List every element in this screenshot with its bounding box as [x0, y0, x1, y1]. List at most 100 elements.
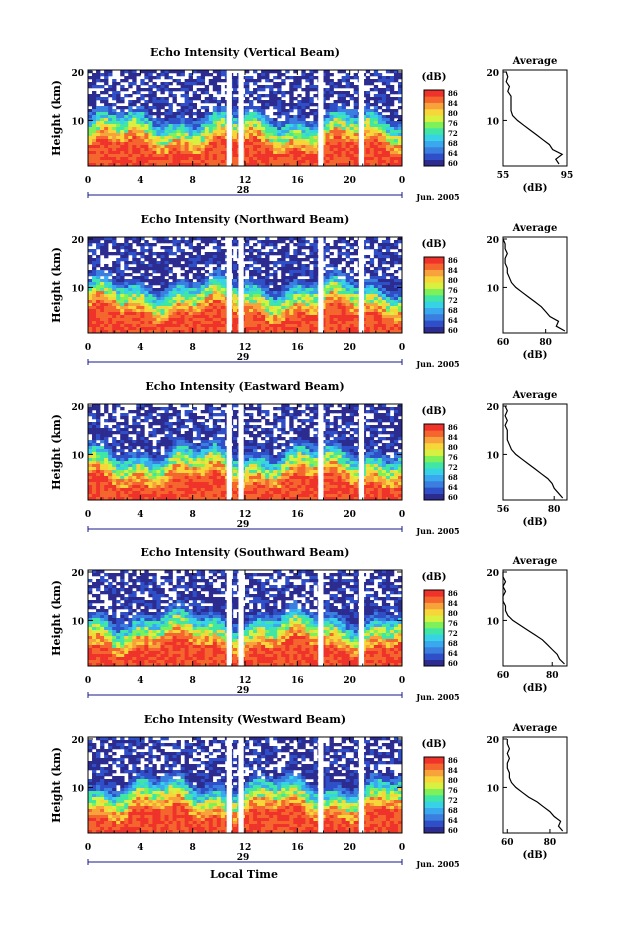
heatmap-cell — [144, 410, 149, 414]
heatmap-cell — [385, 431, 391, 435]
heatmap-cell — [208, 160, 214, 164]
heatmap-cell — [152, 163, 157, 167]
heatmap-cell — [389, 91, 395, 95]
heatmap-cell — [192, 97, 197, 101]
heatmap-cell — [144, 297, 149, 301]
heatmap-cell — [124, 145, 129, 149]
heatmap-cell — [96, 410, 101, 414]
heatmap-cell — [281, 428, 286, 432]
heatmap-cell — [313, 258, 318, 262]
heatmap-cell — [373, 85, 379, 89]
heatmap-cell — [104, 276, 109, 280]
heatmap-cell — [265, 85, 270, 89]
heatmap-cell — [281, 327, 286, 331]
heatmap-cell — [88, 136, 93, 140]
heatmap-cell — [285, 157, 290, 161]
heatmap-cell — [136, 148, 141, 152]
heatmap-cell — [249, 94, 254, 98]
heatmap-cell — [341, 237, 346, 241]
heatmap-cell — [152, 327, 157, 331]
heatmap-cell — [309, 246, 314, 250]
heatmap-cell — [196, 306, 202, 310]
heatmap-cell — [216, 267, 222, 271]
heatmap-cell — [305, 303, 310, 307]
heatmap-cell — [100, 100, 105, 104]
heatmap-cell — [309, 163, 314, 167]
heatmap-cell — [124, 422, 129, 426]
heatmap-cell — [216, 85, 222, 89]
heatmap-cell — [325, 327, 330, 331]
heatmap-cell — [249, 273, 254, 277]
heatmap-cell — [313, 121, 318, 125]
heatmap-cell — [321, 404, 326, 408]
heatmap-cell — [273, 163, 278, 167]
heatmap-cell — [160, 285, 165, 289]
heatmap-cell — [349, 288, 354, 292]
heatmap-cell — [164, 70, 169, 74]
heatmap-cell — [204, 133, 210, 137]
heatmap-cell — [100, 106, 105, 110]
heatmap-cell — [349, 312, 354, 316]
heatmap-cell — [257, 261, 262, 265]
heatmap-cell — [273, 243, 278, 247]
heatmap-cell — [381, 285, 387, 289]
heatmap-cell — [148, 249, 153, 253]
heatmap-cell — [184, 142, 189, 146]
heatmap-cell — [285, 327, 290, 331]
heatmap-cell — [104, 324, 109, 328]
heatmap-cell — [156, 276, 161, 280]
heatmap-cell — [313, 118, 318, 122]
heatmap-cell — [365, 160, 371, 164]
heatmap-cell — [216, 413, 222, 417]
heatmap-cell — [120, 428, 125, 432]
heatmap-cell — [112, 407, 117, 411]
heatmap-cell — [369, 145, 375, 149]
heatmap-cell — [156, 145, 161, 149]
heatmap-cell — [120, 73, 125, 77]
heatmap-cell — [397, 413, 403, 417]
heatmap-cell — [212, 79, 218, 83]
heatmap-cell — [353, 300, 359, 304]
heatmap-cell — [156, 237, 161, 241]
heatmap-cell — [208, 291, 214, 295]
heatmap-cell — [100, 291, 105, 295]
heatmap-cell — [196, 330, 202, 334]
heatmap-cell — [108, 324, 113, 328]
heatmap-cell — [180, 434, 185, 438]
heatmap-cell — [257, 315, 262, 319]
heatmap-cell — [116, 136, 121, 140]
heatmap-cell — [397, 148, 403, 152]
heatmap-cell — [253, 127, 258, 131]
heatmap-cell — [88, 425, 93, 429]
heatmap-cell — [301, 139, 306, 143]
heatmap-cell — [216, 243, 222, 247]
heatmap-cell — [285, 261, 290, 265]
heatmap-cell — [385, 142, 391, 146]
heatmap-cell — [385, 237, 391, 241]
heatmap-cell — [196, 115, 202, 119]
heatmap-cell — [365, 419, 371, 423]
heatmap-cell — [369, 73, 375, 77]
heatmap-cell — [313, 130, 318, 134]
heatmap-cell — [160, 273, 165, 277]
heatmap-cell — [232, 79, 238, 83]
heatmap-cell — [245, 106, 250, 110]
heatmap-cell — [333, 422, 338, 426]
heatmap-cell — [144, 270, 149, 274]
heatmap-cell — [305, 294, 310, 298]
heatmap-cell — [188, 416, 193, 420]
heatmap-cell — [116, 243, 121, 247]
heatmap-cell — [325, 282, 330, 286]
heatmap-cell — [88, 118, 93, 122]
heatmap-cell — [269, 127, 274, 131]
heatmap-cell — [329, 270, 334, 274]
heatmap-cell — [104, 115, 109, 119]
heatmap-cell — [305, 309, 310, 313]
heatmap-cell — [128, 118, 133, 122]
heatmap-cell — [389, 118, 395, 122]
heatmap-cell — [373, 288, 379, 292]
heatmap-cell — [152, 419, 157, 423]
heatmap-cell — [265, 163, 270, 167]
heatmap-cell — [112, 127, 117, 131]
average-title: Average — [512, 223, 558, 234]
